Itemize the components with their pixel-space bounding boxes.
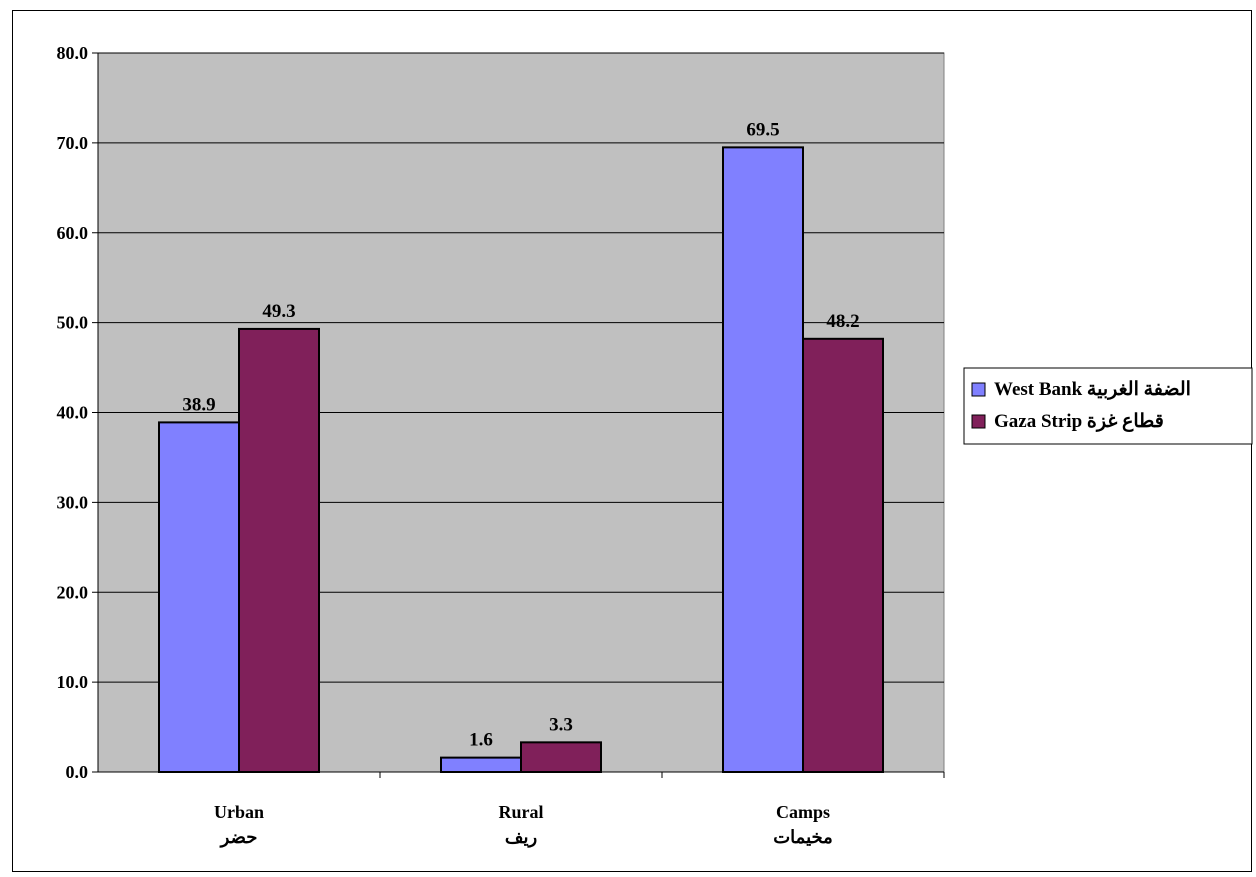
legend-swatch bbox=[971, 382, 986, 397]
category-label: Camps bbox=[776, 802, 830, 822]
data-label: 69.5 bbox=[746, 119, 779, 140]
bar[interactable] bbox=[440, 756, 522, 773]
y-tick-label: 30.0 bbox=[57, 492, 89, 512]
data-label: 3.3 bbox=[549, 714, 573, 735]
bar[interactable] bbox=[802, 337, 884, 773]
data-label: 49.3 bbox=[262, 301, 295, 322]
data-label: 38.9 bbox=[182, 394, 215, 415]
y-tick-label: 10.0 bbox=[57, 672, 89, 692]
legend-label: West Bank الضفة الغربية bbox=[994, 379, 1191, 400]
y-tick-label: 80.0 bbox=[57, 43, 89, 63]
y-tick-label: 40.0 bbox=[57, 403, 89, 423]
y-tick-label: 60.0 bbox=[57, 223, 89, 243]
category-label: Urban bbox=[214, 802, 264, 822]
data-label: 1.6 bbox=[469, 730, 493, 751]
bar[interactable] bbox=[238, 327, 320, 773]
y-tick-label: 0.0 bbox=[66, 762, 89, 782]
y-tick-label: 50.0 bbox=[57, 313, 89, 333]
category-label-arabic: حضر bbox=[219, 827, 258, 848]
bar[interactable] bbox=[158, 421, 240, 773]
legend bbox=[963, 367, 1253, 445]
y-tick-label: 70.0 bbox=[57, 133, 89, 153]
category-label: Rural bbox=[499, 802, 544, 822]
data-label: 48.2 bbox=[826, 311, 859, 332]
y-tick-label: 20.0 bbox=[57, 582, 89, 602]
legend-label: Gaza Strip قطاع غزة bbox=[994, 411, 1164, 432]
bar[interactable] bbox=[520, 741, 602, 773]
legend-swatch bbox=[971, 414, 986, 429]
category-label-arabic: مخيمات bbox=[773, 827, 833, 847]
category-label-arabic: ريف bbox=[505, 827, 537, 848]
bar[interactable] bbox=[722, 146, 804, 773]
